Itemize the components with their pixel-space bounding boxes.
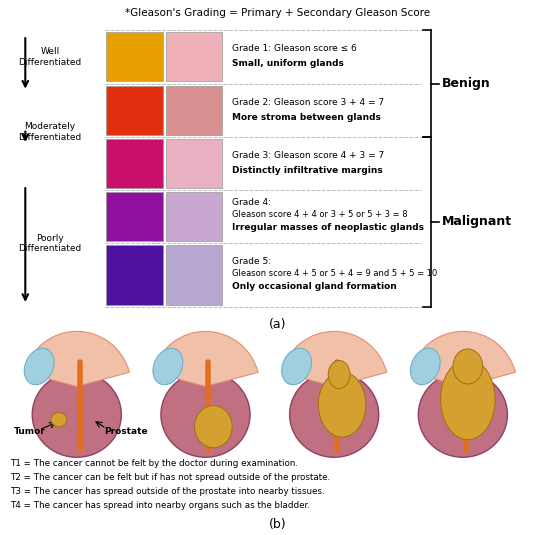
Ellipse shape bbox=[441, 360, 495, 440]
Ellipse shape bbox=[24, 348, 54, 385]
Text: Benign: Benign bbox=[442, 77, 491, 90]
Ellipse shape bbox=[282, 348, 311, 385]
Text: T4: T4 bbox=[455, 334, 471, 347]
Text: T1 = The cancer cannot be felt by the doctor during examination.: T1 = The cancer cannot be felt by the do… bbox=[10, 459, 299, 468]
Text: Gleason score 4 + 4 or 3 + 5 or 5 + 3 = 8: Gleason score 4 + 4 or 3 + 5 or 5 + 3 = … bbox=[232, 210, 408, 219]
Text: Small, uniform glands: Small, uniform glands bbox=[232, 59, 344, 68]
Text: More stroma between glands: More stroma between glands bbox=[232, 113, 381, 122]
Text: *Gleason's Grading = Primary + Secondary Gleason Score: *Gleason's Grading = Primary + Secondary… bbox=[125, 8, 430, 18]
Text: Prostate: Prostate bbox=[104, 427, 148, 436]
Text: Moderately
Differentiated: Moderately Differentiated bbox=[18, 122, 81, 141]
Text: Gleason score 4 + 5 or 5 + 4 = 9 and 5 + 5 = 10: Gleason score 4 + 5 or 5 + 4 = 9 and 5 +… bbox=[232, 269, 437, 278]
Text: T3: T3 bbox=[326, 334, 342, 347]
Ellipse shape bbox=[161, 372, 250, 457]
Bar bbox=[107, 246, 163, 305]
Text: Grade 5:: Grade 5: bbox=[232, 257, 271, 265]
Text: Poorly
Differentiated: Poorly Differentiated bbox=[18, 234, 81, 253]
Ellipse shape bbox=[290, 372, 379, 457]
Text: T1: T1 bbox=[69, 334, 85, 347]
Bar bbox=[107, 192, 163, 241]
Text: T4 = The cancer has spread into nearby organs such as the bladder.: T4 = The cancer has spread into nearby o… bbox=[10, 501, 310, 510]
Bar bbox=[107, 86, 163, 135]
Text: Irregular masses of neoplastic glands: Irregular masses of neoplastic glands bbox=[232, 224, 424, 232]
Text: T2: T2 bbox=[197, 334, 213, 347]
Text: Grade 4:: Grade 4: bbox=[232, 198, 271, 207]
Ellipse shape bbox=[51, 412, 67, 427]
Text: Malignant: Malignant bbox=[442, 216, 512, 228]
Text: Grade 3: Gleason score 4 + 3 = 7: Grade 3: Gleason score 4 + 3 = 7 bbox=[232, 151, 384, 160]
Ellipse shape bbox=[195, 406, 232, 448]
Ellipse shape bbox=[453, 349, 483, 384]
Ellipse shape bbox=[419, 372, 508, 457]
Bar bbox=[107, 139, 163, 188]
Wedge shape bbox=[153, 331, 258, 386]
Text: Grade 2: Gleason score 3 + 4 = 7: Grade 2: Gleason score 3 + 4 = 7 bbox=[232, 97, 384, 106]
Wedge shape bbox=[410, 331, 515, 386]
Bar bbox=[166, 86, 222, 135]
Wedge shape bbox=[282, 331, 387, 386]
Bar bbox=[166, 139, 222, 188]
Bar bbox=[166, 32, 222, 81]
Text: T2 = The cancer can be felt but if has not spread outside of the prostate.: T2 = The cancer can be felt but if has n… bbox=[10, 473, 331, 482]
Text: (b): (b) bbox=[269, 518, 287, 531]
Bar bbox=[166, 192, 222, 241]
Text: (a): (a) bbox=[269, 318, 287, 332]
Ellipse shape bbox=[410, 348, 440, 385]
Ellipse shape bbox=[318, 372, 366, 437]
Bar bbox=[107, 32, 163, 81]
Text: Distinctly infiltrative margins: Distinctly infiltrative margins bbox=[232, 166, 383, 175]
Text: Only occasional gland formation: Only occasional gland formation bbox=[232, 282, 397, 291]
Ellipse shape bbox=[32, 372, 122, 457]
Wedge shape bbox=[24, 331, 129, 386]
Text: T3 = The cancer has spread outside of the prostate into nearby tissues.: T3 = The cancer has spread outside of th… bbox=[10, 487, 325, 496]
Ellipse shape bbox=[328, 361, 350, 388]
Bar bbox=[166, 246, 222, 305]
Text: Well
Differentiated: Well Differentiated bbox=[18, 47, 81, 66]
Text: Grade 1: Gleason score ≤ 6: Grade 1: Gleason score ≤ 6 bbox=[232, 44, 357, 54]
Ellipse shape bbox=[153, 348, 183, 385]
Text: Tumor: Tumor bbox=[13, 427, 45, 436]
